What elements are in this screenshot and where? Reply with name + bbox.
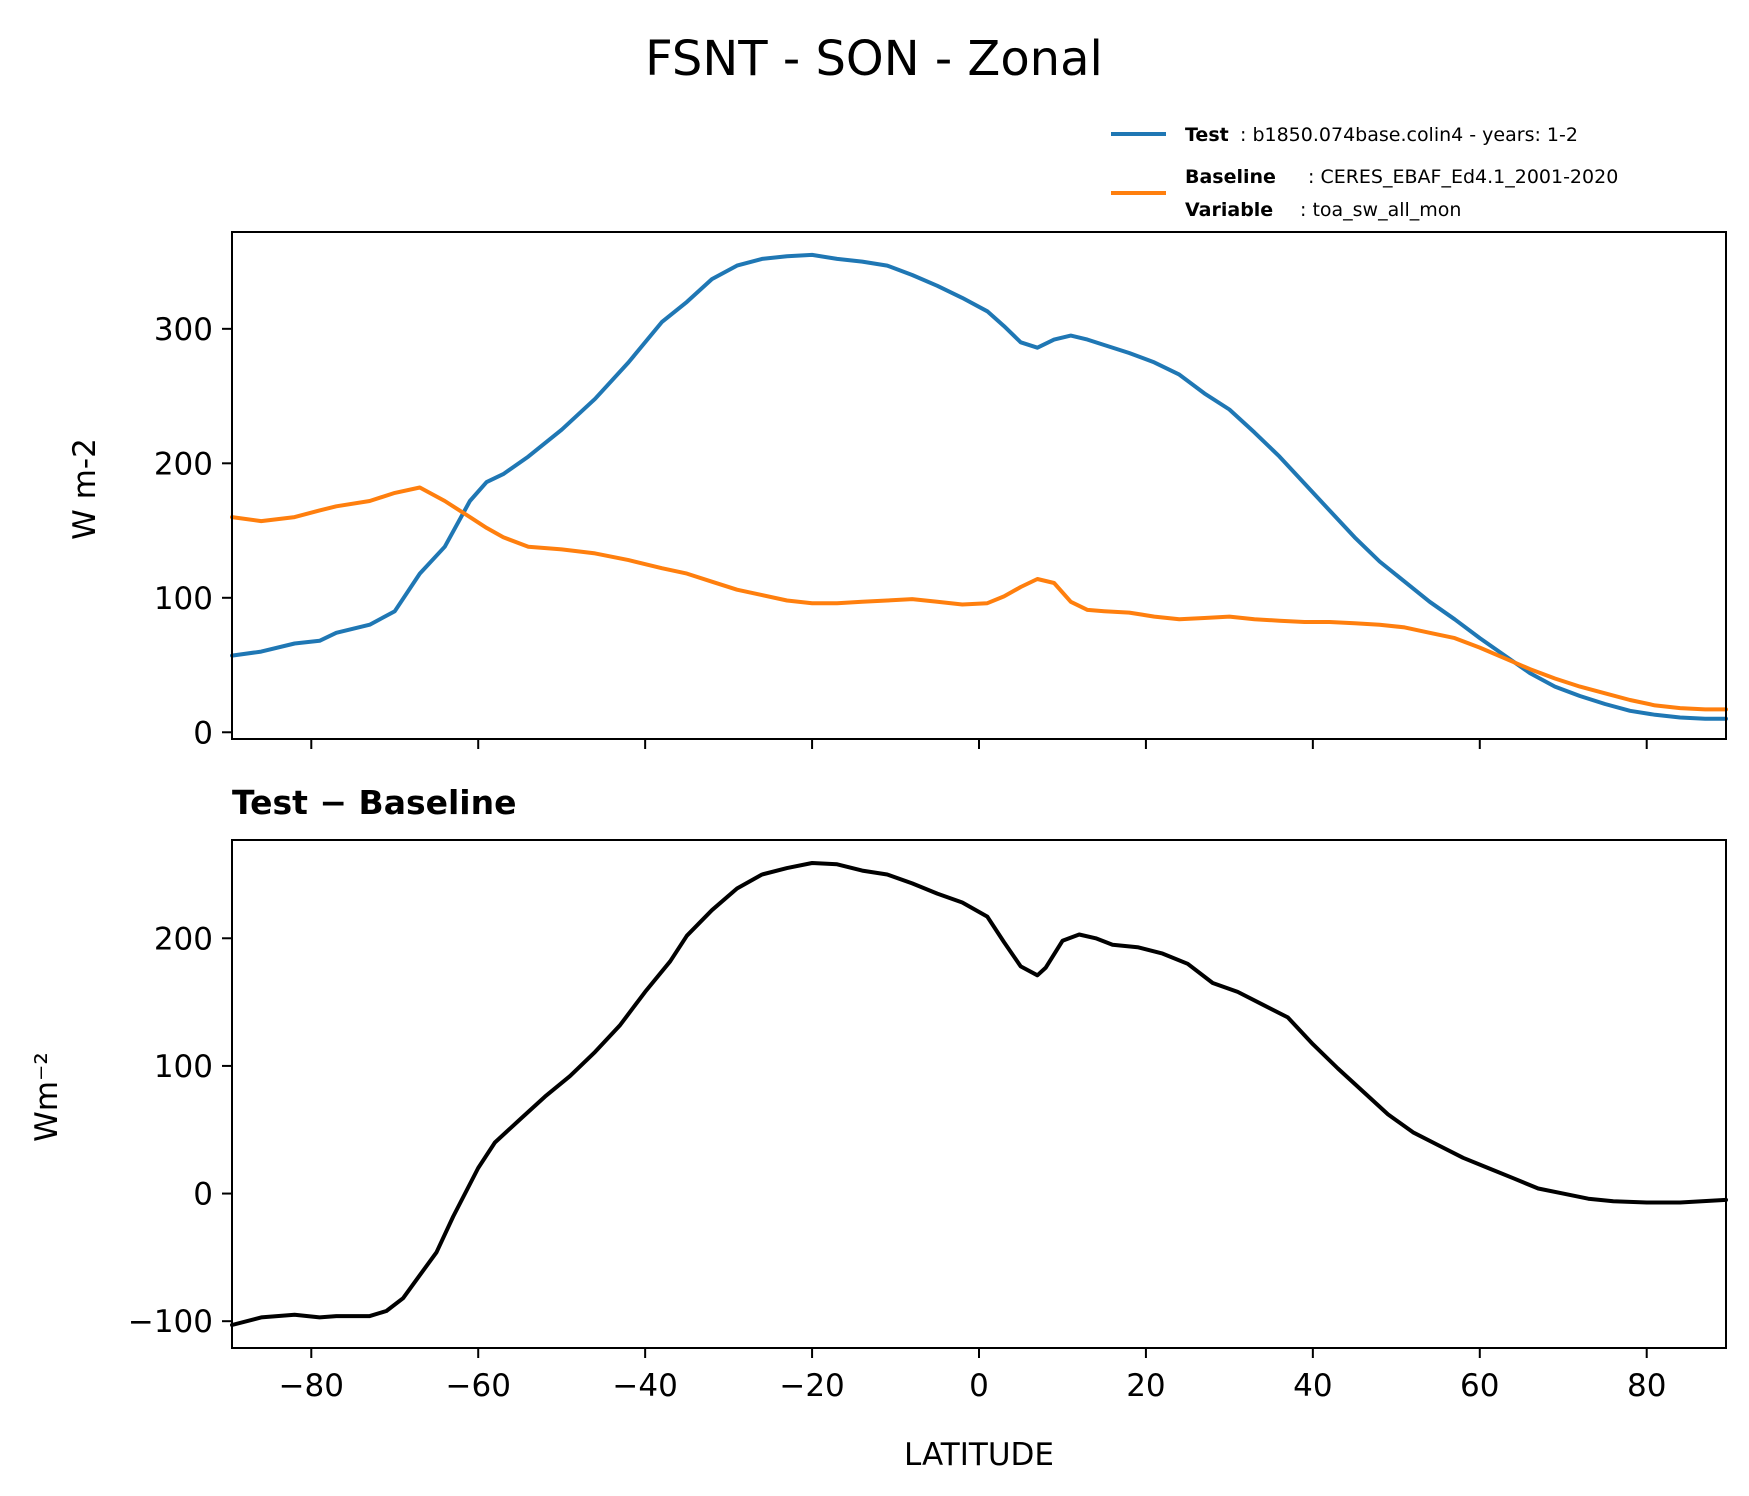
top-ylabel: W m-2 [67, 438, 103, 540]
bottom-xtick-label: −60 [446, 1368, 511, 1404]
top-ytick-label: 0 [193, 715, 213, 751]
top-tick-group: 0 100 200 300 [154, 312, 1648, 751]
bottom-xtick-label: −40 [612, 1368, 677, 1404]
legend-text-variable: : toa_sw_all_mon [1300, 199, 1461, 221]
bottom-ytick-label: −100 [128, 1304, 213, 1340]
bottom-xtick-label: 20 [1126, 1368, 1165, 1404]
legend-text-test: : b1850.074base.colin4 - years: 1-2 [1240, 124, 1578, 146]
top-series-group [230, 252, 1728, 721]
bottom-series-line-0 [230, 861, 1728, 1327]
bottom-xtick-label: −80 [279, 1368, 344, 1404]
bottom-ytick-label: 0 [193, 1177, 213, 1213]
figure-title: FSNT - SON - Zonal [645, 31, 1103, 87]
bottom-xlabel: LATITUDE [904, 1437, 1054, 1473]
bottom-tick-group: −80 −60 −40 −20 0 20 40 60 80 −100 0 100 200 [128, 921, 1667, 1404]
bottom-series-group [230, 861, 1728, 1327]
bottom-xtick-label: −20 [779, 1368, 844, 1404]
bottom-axes-frame [231, 839, 1727, 1349]
top-ytick-label: 300 [154, 312, 213, 348]
legend-key-baseline: Baseline [1185, 166, 1276, 188]
bottom-title: Test − Baseline [232, 783, 517, 822]
legend-key-test: Test [1185, 124, 1229, 146]
bottom-xtick-label: 60 [1460, 1368, 1499, 1404]
top-series-line-0 [230, 252, 1728, 721]
bottom-xtick-label: 40 [1293, 1368, 1332, 1404]
bottom-ytick-label: 100 [154, 1049, 213, 1085]
legend-text-baseline: : CERES_EBAF_Ed4.1_2001-2020 [1308, 166, 1618, 188]
legend: Test : b1850.074base.colin4 - years: 1-2… [1111, 124, 1618, 221]
bottom-xtick-label: 80 [1627, 1368, 1666, 1404]
top-series-line-1 [230, 485, 1728, 712]
top-panel: W m-2 0 100 200 300 [67, 231, 1728, 751]
bottom-xtick-label: 0 [969, 1368, 989, 1404]
top-ytick-label: 200 [154, 446, 213, 482]
legend-key-variable: Variable [1185, 199, 1273, 221]
bottom-ylabel: Wm⁻² [29, 1052, 65, 1142]
bottom-panel: Test − Baseline Wm⁻² LATITUDE −80 −60 −40−… [29, 783, 1728, 1473]
top-ytick-label: 100 [154, 581, 213, 617]
top-axes-frame [231, 231, 1727, 740]
bottom-ytick-label: 200 [154, 921, 213, 957]
